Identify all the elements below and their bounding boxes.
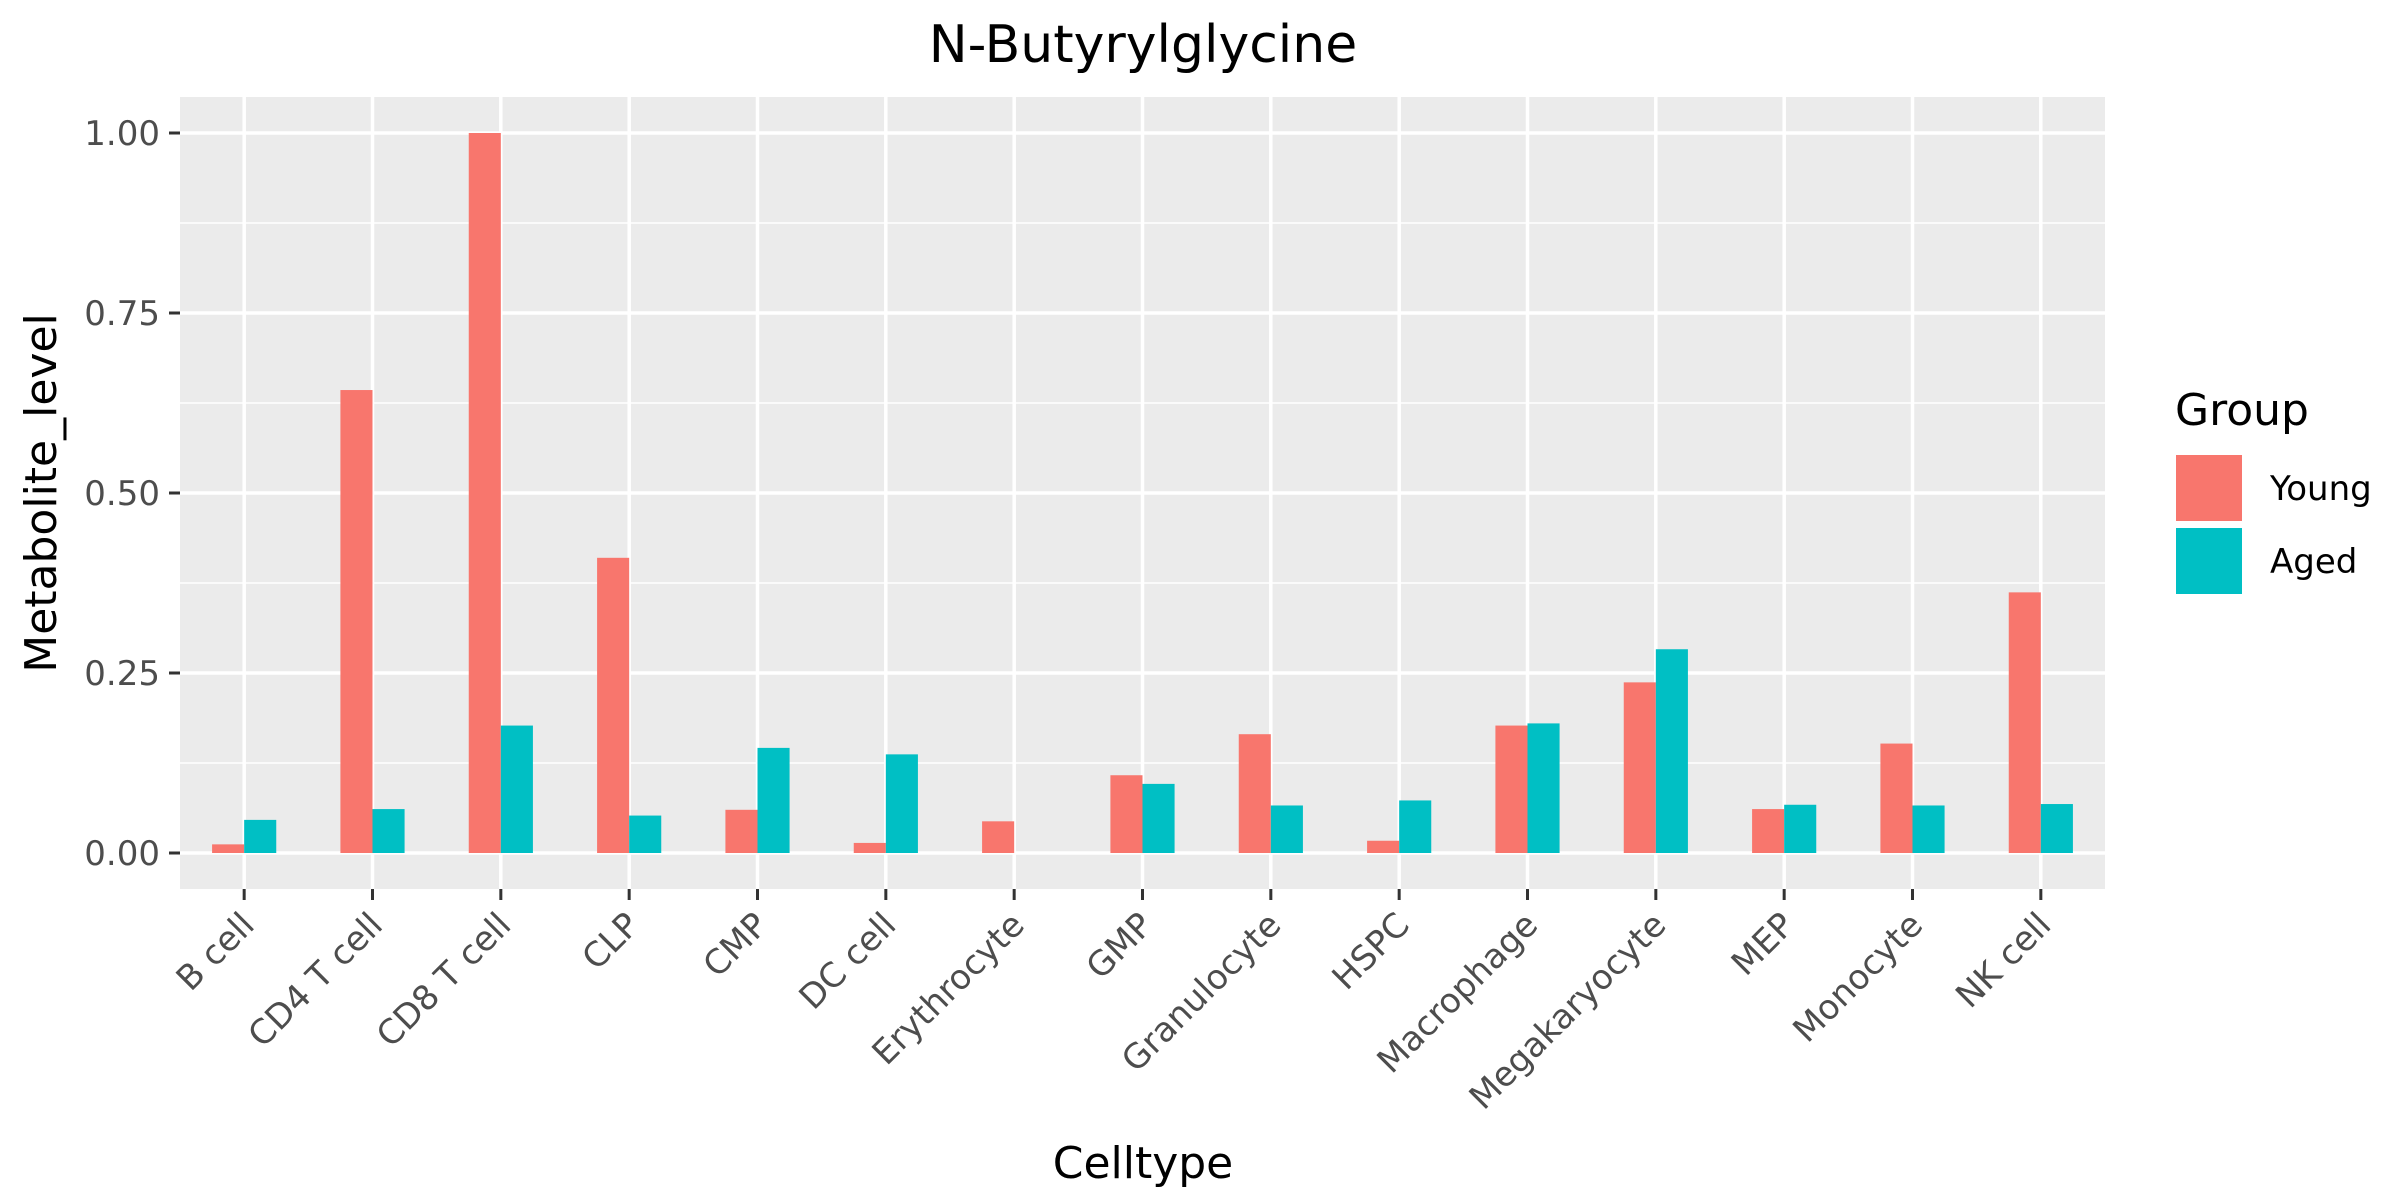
legend-item-young: Young: [2176, 455, 2372, 521]
bar-aged: [1142, 783, 1175, 853]
legend-item-aged: Aged: [2176, 528, 2357, 594]
x-tick-label: B cell: [169, 905, 263, 999]
bar-young: [1623, 682, 1656, 853]
bar-aged: [1399, 800, 1432, 853]
bar-aged: [1527, 723, 1560, 853]
legend-key: [2176, 455, 2242, 521]
x-tick-label: DC cell: [792, 905, 905, 1018]
bar-aged: [1912, 805, 1945, 853]
legend-label: Aged: [2270, 542, 2357, 582]
legend-key: [2176, 528, 2242, 594]
y-axis: 0.00 0.25 0.50 0.75 1.00: [84, 114, 180, 874]
bar-aged: [885, 754, 918, 853]
bar-young: [468, 133, 501, 853]
x-tick-label: HSPC: [1325, 905, 1418, 998]
bar-aged: [757, 747, 790, 853]
y-tick-label: 0.75: [84, 294, 160, 334]
y-tick-label: 0.25: [84, 654, 160, 694]
bar-young: [2008, 592, 2041, 853]
x-tick-label: CMP: [696, 905, 776, 985]
bar-young: [853, 842, 886, 853]
bar-aged: [372, 809, 405, 853]
bar-aged: [1270, 805, 1303, 853]
y-tick-label: 0.00: [84, 834, 160, 874]
bar-young: [1495, 725, 1528, 853]
x-tick-label: MEP: [1724, 905, 1803, 984]
bar-young: [1880, 743, 1913, 853]
bar-young: [1367, 840, 1400, 853]
x-axis-title: Celltype: [1053, 1138, 1234, 1189]
y-axis-title: Metabolite_level: [16, 313, 67, 673]
legend-label: Young: [2269, 469, 2372, 509]
bar-young: [1110, 775, 1143, 853]
bar-young: [1238, 734, 1271, 853]
bar-young: [982, 821, 1015, 853]
bar-young: [597, 557, 630, 853]
bar-aged: [244, 819, 277, 853]
x-tick-label: CLP: [575, 905, 648, 978]
x-tick-label: Monocyte: [1786, 905, 1931, 1050]
bar-aged: [1784, 804, 1817, 853]
y-tick-label: 0.50: [84, 474, 160, 514]
bar-young: [212, 844, 245, 853]
bar-aged: [629, 815, 662, 853]
x-tick-label: NK cell: [1948, 905, 2059, 1016]
y-tick-label: 1.00: [84, 114, 160, 154]
bars: [212, 133, 2073, 853]
x-tick-label: CD4 T cell: [241, 905, 391, 1055]
bar-young: [725, 809, 758, 853]
legend-title: Group: [2175, 385, 2309, 436]
chart-title: N-Butyrylglycine: [929, 15, 1357, 75]
legend: Group Young Aged: [2175, 385, 2372, 594]
bar-aged: [2040, 804, 2073, 853]
bar-aged: [1655, 649, 1688, 853]
bar-aged: [500, 725, 533, 853]
bar-young: [340, 390, 373, 853]
x-tick-label: CD8 T cell: [369, 905, 519, 1055]
bar-young: [1752, 809, 1785, 853]
x-tick-label: GMP: [1079, 905, 1161, 987]
